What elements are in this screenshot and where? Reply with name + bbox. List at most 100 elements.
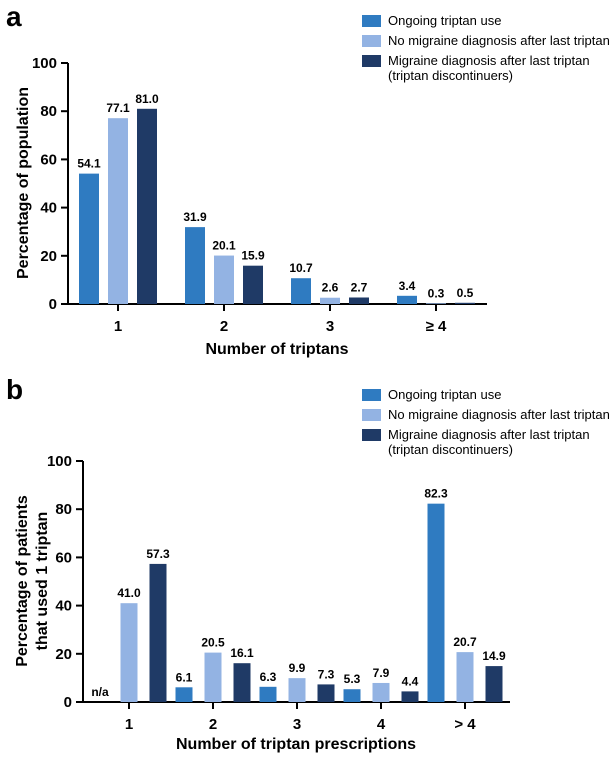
b-value-label-s0-c0: n/a — [91, 685, 109, 699]
panel-a-chart: a Ongoing triptan use No migraine diagno… — [6, 1, 610, 358]
b-value-label-s2-c1: 16.1 — [230, 646, 254, 660]
a-y-tick-label: 60 — [40, 151, 57, 168]
panel-b-legend-ongoing: Ongoing triptan use — [388, 387, 501, 402]
a-value-label-s1-c1: 20.1 — [212, 239, 236, 253]
panel-a-legend: Ongoing triptan use No migraine diagnosi… — [362, 13, 610, 83]
b-y-tick-label: 40 — [55, 598, 72, 615]
a-bar-s0-c1 — [185, 227, 205, 304]
a-y-tick-label: 20 — [40, 248, 57, 265]
panel-a-y-axis-title: Percentage of population — [15, 87, 32, 279]
b-value-label-s1-c1: 20.5 — [201, 636, 225, 650]
a-bar-s0-c0 — [79, 173, 99, 304]
a-bar-s0-c2 — [291, 278, 311, 304]
b-bar-s2-c3 — [401, 691, 419, 702]
b-value-label-s2-c0: 57.3 — [146, 547, 170, 561]
a-bar-s2-c3 — [455, 302, 475, 304]
b-bar-s0-c1 — [175, 687, 193, 702]
panel-a-x-ticks: 1 2 3 ≥ 4 — [114, 304, 447, 335]
a-value-label-s0-c3: 3.4 — [399, 279, 416, 293]
b-x-tick-label: 3 — [293, 716, 301, 733]
b-x-tick-label: 4 — [377, 716, 386, 733]
b-value-label-s0-c3: 5.3 — [344, 672, 361, 686]
b-y-tick-label: 60 — [55, 549, 72, 566]
panel-b-x-axis-title: Number of triptan prescriptions — [176, 736, 416, 753]
a-x-tick-label: 3 — [326, 318, 334, 335]
panel-b-bars: n/a 41.0 57.3 6.1 20.5 16.1 6.3 9.9 7.3 5.3 7.9 4.4… — [91, 487, 506, 702]
panel-a-x-axis-title: Number of triptans — [205, 341, 348, 358]
panel-a-bars: 54.1 77.1 81.0 31.9 20.1 15.9 10.7 2.6 2.7 3.4 0.3… — [77, 92, 475, 305]
b-y-tick-label: 20 — [55, 646, 72, 663]
panel-a-legend-no-diagnosis: No migraine diagnosis after last triptan — [388, 33, 610, 48]
b-bar-s2-c1 — [233, 663, 251, 702]
b-bar-s0-c3 — [343, 689, 361, 702]
b-value-label-s0-c2: 6.3 — [260, 670, 277, 684]
b-bar-s2-c2 — [317, 684, 335, 702]
b-value-label-s0-c1: 6.1 — [176, 670, 193, 684]
a-bar-s1-c2 — [320, 297, 340, 304]
b-bar-s1-c2 — [288, 678, 306, 702]
a-value-label-s2-c3: 0.5 — [457, 286, 474, 300]
b-value-label-s1-c2: 9.9 — [289, 661, 306, 675]
panel-a-legend-swatch-ongoing — [362, 15, 381, 27]
panel-b-y-ticks: 0 20 40 60 80 100 — [47, 453, 83, 711]
panel-a-legend-swatch-no-diagnosis — [362, 35, 381, 47]
panel-a-legend-discontinuers-line2: (triptan discontinuers) — [388, 68, 513, 83]
panel-a-y-ticks: 0 20 40 60 80 100 — [32, 55, 68, 313]
panel-a-legend-ongoing: Ongoing triptan use — [388, 13, 501, 28]
panel-b-legend-swatch-discontinuers — [362, 429, 381, 441]
a-value-label-s1-c0: 77.1 — [106, 101, 130, 115]
a-y-tick-label: 0 — [49, 296, 57, 313]
a-bar-s2-c0 — [137, 108, 157, 304]
a-bar-s2-c2 — [349, 297, 369, 304]
a-value-label-s0-c1: 31.9 — [183, 210, 207, 224]
b-x-tick-label: 1 — [125, 716, 133, 733]
b-x-tick-label: 2 — [209, 716, 217, 733]
a-value-label-s2-c0: 81.0 — [135, 92, 159, 106]
a-bar-s0-c3 — [397, 295, 417, 304]
b-bar-s1-c3 — [372, 682, 390, 702]
a-bar-s1-c0 — [108, 118, 128, 305]
panel-b-legend-discontinuers-line2: (triptan discontinuers) — [388, 442, 513, 457]
panel-b-x-ticks: 1 2 3 4 > 4 — [125, 702, 476, 733]
b-bar-s1-c0 — [120, 603, 138, 702]
b-value-label-s1-c4: 20.7 — [453, 635, 477, 649]
panel-b-label: b — [6, 374, 23, 405]
panel-b-legend-swatch-no-diagnosis — [362, 409, 381, 421]
a-y-tick-label: 80 — [40, 103, 57, 120]
a-y-tick-label: 40 — [40, 200, 57, 217]
b-y-tick-label: 100 — [47, 453, 72, 470]
a-value-label-s2-c1: 15.9 — [241, 249, 265, 263]
panel-b-legend: Ongoing triptan use No migraine diagnosi… — [362, 387, 610, 457]
a-bar-s1-c3 — [426, 303, 446, 304]
a-x-tick-label: 2 — [220, 318, 228, 335]
a-value-label-s1-c3: 0.3 — [428, 286, 445, 300]
panel-b-legend-swatch-ongoing — [362, 389, 381, 401]
b-value-label-s2-c2: 7.3 — [318, 667, 335, 681]
panel-a-legend-swatch-discontinuers — [362, 55, 381, 67]
b-y-tick-label: 0 — [64, 694, 72, 711]
a-bar-s1-c1 — [214, 255, 234, 304]
a-value-label-s0-c2: 10.7 — [289, 261, 313, 275]
panel-b-legend-discontinuers-line1: Migraine diagnosis after last triptan — [388, 427, 590, 442]
b-bar-s0-c4 — [427, 503, 445, 702]
a-value-label-s0-c0: 54.1 — [77, 157, 101, 171]
panel-b-y-axis-title-line1: Percentage of patients — [14, 495, 31, 667]
b-value-label-s1-c0: 41.0 — [117, 586, 141, 600]
b-y-tick-label: 80 — [55, 501, 72, 518]
panel-b-chart: b Ongoing triptan use No migraine diagno… — [6, 374, 610, 753]
panel-b-legend-no-diagnosis: No migraine diagnosis after last triptan — [388, 407, 610, 422]
a-y-tick-label: 100 — [32, 55, 57, 72]
a-value-label-s1-c2: 2.6 — [322, 281, 339, 295]
b-bar-s0-c2 — [259, 686, 277, 702]
a-value-label-s2-c2: 2.7 — [351, 280, 368, 294]
b-x-tick-label: > 4 — [454, 716, 476, 733]
a-x-tick-label: 1 — [114, 318, 122, 335]
panel-a-label: a — [6, 1, 22, 32]
b-value-label-s2-c3: 4.4 — [402, 674, 419, 688]
b-value-label-s2-c4: 14.9 — [482, 649, 506, 663]
b-bar-s2-c0 — [149, 563, 167, 702]
b-bar-s1-c1 — [204, 652, 222, 702]
b-value-label-s0-c4: 82.3 — [424, 487, 448, 501]
a-x-tick-label: ≥ 4 — [426, 318, 447, 335]
